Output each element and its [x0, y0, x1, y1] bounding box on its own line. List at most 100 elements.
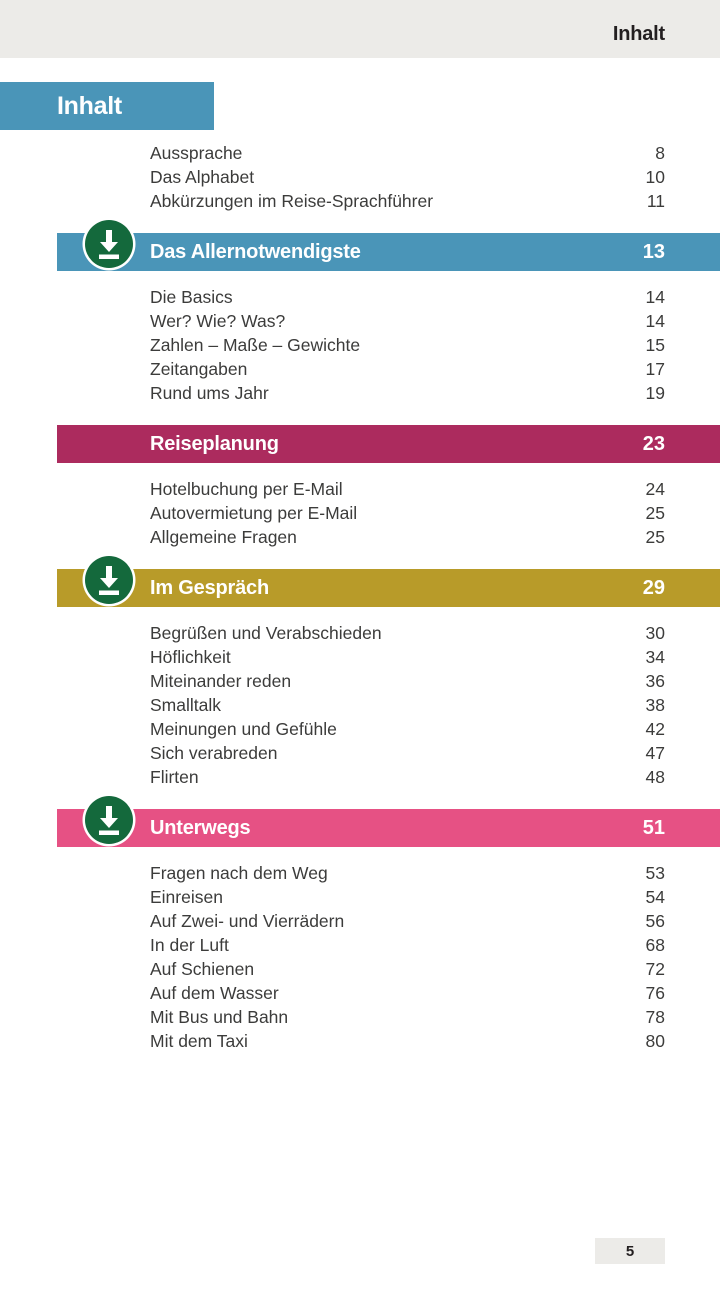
toc-entry-page-number: 36 [645, 671, 665, 691]
toc-entry-label: Miteinander reden [150, 671, 292, 691]
toc-section-header[interactable]: Im Gespräch 29 [0, 556, 720, 607]
toc-entry-page-number: 24 [645, 479, 665, 499]
toc-section-header[interactable]: Das Allernotwendigste 13 [0, 220, 720, 271]
toc-entry-page-number: 80 [645, 1031, 665, 1051]
toc-entry-page-number: 14 [645, 311, 665, 331]
toc-entry-label: Zahlen – Maße – Gewichte [150, 335, 361, 355]
toc-entry[interactable]: Auf dem Wasser 76 [150, 981, 665, 1005]
toc-entry-page-number: 78 [645, 1007, 665, 1027]
toc-entry[interactable]: Das Alphabet 10 [150, 165, 665, 189]
toc-entry-page-number: 38 [645, 695, 665, 715]
toc-entry[interactable]: Auf Schienen 72 [150, 957, 665, 981]
toc-entry-label: Hotelbuchung per E-Mail [150, 479, 343, 499]
toc-entry-label: In der Luft [150, 935, 229, 955]
toc-entry[interactable]: Sich verabreden 47 [150, 741, 665, 765]
toc-entry-page-number: 72 [645, 959, 665, 979]
toc-entry[interactable]: Die Basics 14 [150, 285, 665, 309]
toc-entry[interactable]: Begrüßen und Verabschieden 30 [150, 621, 665, 645]
toc-section-page-number: 23 [642, 432, 665, 455]
toc-entry[interactable]: Auf Zwei- und Vierrädern 56 [150, 909, 665, 933]
toc-entry[interactable]: Wer? Wie? Was? 14 [150, 309, 665, 333]
toc-entry[interactable]: Zeitangaben 17 [150, 357, 665, 381]
toc-entry[interactable]: Flirten 48 [150, 765, 665, 789]
toc-entry[interactable]: Zahlen – Maße – Gewichte 15 [150, 333, 665, 357]
toc-entry-label: Auf Zwei- und Vierrädern [150, 911, 345, 931]
toc-entry-page-number: 53 [645, 863, 665, 883]
page-title: Inhalt [57, 92, 122, 120]
toc-section-header[interactable]: Unterwegs 51 [0, 796, 720, 847]
toc-entry-label: Mit Bus und Bahn [150, 1007, 289, 1027]
toc-entry-page-number: 25 [645, 527, 665, 547]
toc-entry-label: Auf dem Wasser [150, 983, 279, 1003]
toc-section-page-number: 29 [642, 576, 665, 599]
toc-entry[interactable]: Höflichkeit 34 [150, 645, 665, 669]
toc-entry-label: Wer? Wie? Was? [150, 311, 286, 331]
toc-section-label: Das Allernotwendigste [150, 240, 361, 263]
toc-entry-label: Zeitangaben [150, 359, 248, 379]
toc-entry-label: Das Alphabet [150, 167, 255, 187]
toc-entry-label: Sich verabreden [150, 743, 278, 763]
toc-entry[interactable]: Miteinander reden 36 [150, 669, 665, 693]
toc-entry-page-number: 15 [645, 335, 665, 355]
toc-entry-page-number: 10 [645, 167, 665, 187]
toc-entry-page-number: 19 [645, 383, 665, 403]
footer-page-box: 5 [595, 1238, 665, 1264]
toc-entry[interactable]: Mit Bus und Bahn 78 [150, 1005, 665, 1029]
toc-entry[interactable]: Meinungen und Gefühle 42 [150, 717, 665, 741]
toc-entry-group: Fragen nach dem Weg 53 Einreisen 54 Auf Zwei… [0, 850, 720, 1064]
download-circle-icon[interactable] [85, 556, 133, 604]
toc-entry-label: Smalltalk [150, 695, 221, 715]
page-title-tab: Inhalt [0, 82, 214, 130]
running-head: Inhalt [0, 0, 720, 58]
toc-entry[interactable]: Rund ums Jahr 19 [150, 381, 665, 405]
toc-section-band: Reiseplanung 23 [57, 425, 720, 463]
toc-section-page-number: 51 [642, 816, 665, 839]
toc-section-header[interactable]: Reiseplanung 23 [0, 425, 720, 463]
toc-entry[interactable]: Hotelbuchung per E-Mail 24 [150, 477, 665, 501]
toc-entry[interactable]: Mit dem Taxi 80 [150, 1029, 665, 1053]
toc-entry-label: Autovermietung per E-Mail [150, 503, 358, 523]
toc-entry-label: Rund ums Jahr [150, 383, 269, 403]
toc-entry-page-number: 17 [645, 359, 665, 379]
download-circle-icon[interactable] [85, 796, 133, 844]
table-of-contents: Aussprache 8 Das Alphabet 10 Abkürzungen im … [0, 130, 720, 1064]
toc-entry-label: Höflichkeit [150, 647, 231, 667]
toc-entry-page-number: 54 [645, 887, 665, 907]
toc-section-label: Unterwegs [150, 816, 251, 839]
toc-entry[interactable]: Einreisen 54 [150, 885, 665, 909]
toc-entry[interactable]: Aussprache 8 [150, 141, 665, 165]
toc-entry[interactable]: Abkürzungen im Reise-Sprachführer 11 [150, 189, 665, 213]
footer-page-number: 5 [625, 1242, 635, 1260]
toc-entry-label: Die Basics [150, 287, 233, 307]
toc-entry[interactable]: Smalltalk 38 [150, 693, 665, 717]
toc-entry-label: Auf Schienen [150, 959, 255, 979]
toc-entry-group: Hotelbuchung per E-Mail 24 Autovermietung … [0, 466, 720, 560]
toc-entry-label: Meinungen und Gefühle [150, 719, 337, 739]
toc-entry-group: Begrüßen und Verabschieden 30 Höflichkeit 3… [0, 610, 720, 800]
toc-entry-label: Mit dem Taxi [150, 1031, 248, 1051]
toc-entry-page-number: 56 [645, 911, 665, 931]
toc-entry-label: Fragen nach dem Weg [150, 863, 328, 883]
toc-entry[interactable]: In der Luft 68 [150, 933, 665, 957]
running-head-title: Inhalt [612, 23, 665, 45]
toc-section-band: Unterwegs 51 [57, 809, 720, 847]
toc-entry-page-number: 25 [645, 503, 665, 523]
toc-entry[interactable]: Allgemeine Fragen 25 [150, 525, 665, 549]
toc-entry-group: Aussprache 8 Das Alphabet 10 Abkürzungen im … [0, 130, 720, 224]
toc-section-label: Reiseplanung [150, 432, 279, 455]
toc-section-label: Im Gespräch [150, 576, 269, 599]
toc-entry-label: Allgemeine Fragen [150, 527, 297, 547]
toc-entry-page-number: 8 [655, 143, 665, 163]
toc-section-page-number: 13 [642, 240, 665, 263]
toc-entry-page-number: 30 [645, 623, 665, 643]
toc-entry-page-number: 42 [645, 719, 665, 739]
toc-entry[interactable]: Autovermietung per E-Mail 25 [150, 501, 665, 525]
download-circle-icon[interactable] [85, 220, 133, 268]
toc-entry[interactable]: Fragen nach dem Weg 53 [150, 861, 665, 885]
toc-entry-page-number: 34 [645, 647, 665, 667]
toc-entry-page-number: 76 [645, 983, 665, 1003]
toc-entry-label: Begrüßen und Verabschieden [150, 623, 382, 643]
toc-entry-page-number: 68 [645, 935, 665, 955]
toc-entry-label: Einreisen [150, 887, 223, 907]
toc-section-band: Im Gespräch 29 [57, 569, 720, 607]
